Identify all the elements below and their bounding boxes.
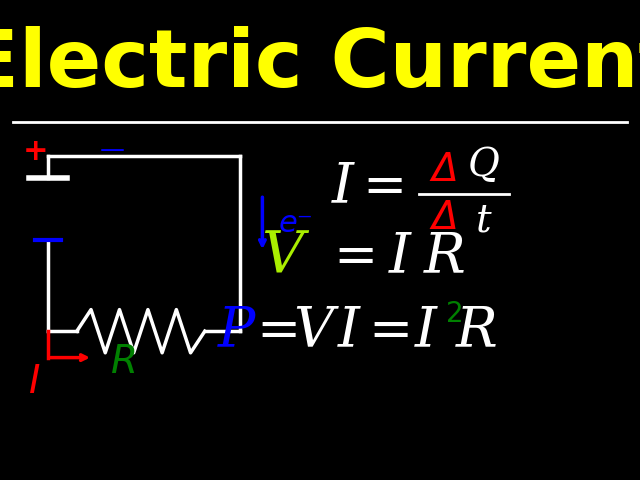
Text: =: =	[333, 231, 378, 283]
Text: R: R	[424, 229, 466, 284]
Text: —: —	[99, 138, 125, 162]
Text: V: V	[294, 304, 333, 359]
Text: =: =	[362, 161, 406, 213]
Text: Electric Current: Electric Current	[0, 26, 640, 104]
Text: =: =	[368, 305, 413, 357]
Text: +: +	[22, 137, 48, 166]
Text: Q: Q	[467, 147, 499, 184]
Text: I: I	[338, 304, 360, 359]
Text: Δ: Δ	[431, 151, 458, 190]
Text: R: R	[456, 304, 498, 359]
Text: e⁻: e⁻	[278, 209, 313, 238]
Text: I: I	[332, 160, 353, 215]
Text: Δ: Δ	[431, 199, 458, 238]
Text: t: t	[476, 202, 491, 240]
Text: V: V	[260, 228, 303, 285]
Text: I: I	[29, 362, 41, 401]
Text: =: =	[256, 305, 301, 357]
Text: I: I	[415, 304, 436, 359]
Text: I: I	[389, 229, 411, 284]
Text: P: P	[218, 304, 255, 359]
Text: 2: 2	[445, 300, 463, 328]
Text: R: R	[111, 343, 138, 382]
